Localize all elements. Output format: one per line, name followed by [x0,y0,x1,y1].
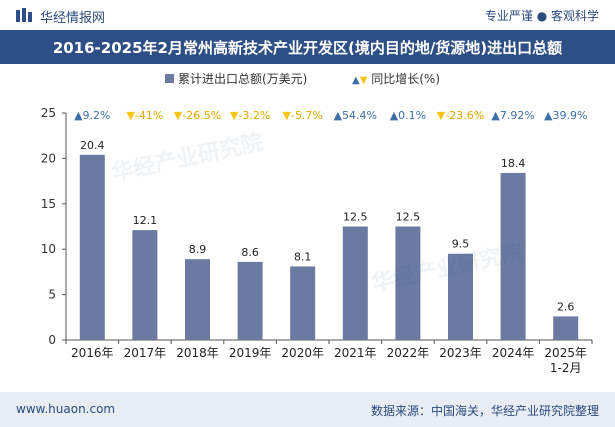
growth-label: ▼-26.5% [174,109,221,122]
growth-label: ▼-5.7% [283,109,323,122]
bar [290,266,316,340]
triangle-up-icon: ▲ [544,109,553,122]
growth-label: ▲9.2% [74,109,110,122]
bar [448,253,473,340]
data-label: 2.6 [557,300,575,313]
data-label: 8.9 [189,243,207,256]
x-tick-label: 1-2月 [550,361,582,375]
triangle-up-icon: ▲ [334,109,343,122]
legend: 累计进出口总额(万美元) ▲▼ 同比增长(%) [0,70,615,90]
growth-value: 7.92% [500,109,535,122]
growth-value: 39.9% [552,109,587,122]
data-label: 20.4 [80,139,105,152]
logo-icon [16,8,32,22]
growth-value: 0.1% [398,109,426,122]
triangle-up-icon: ▲ [390,109,399,122]
x-tick-label: 2023年 [439,346,482,360]
data-label: 12.5 [343,211,368,224]
growth-label: ▼-3.2% [230,109,270,122]
bar-chart: 051015202520.42016年▲9.2%12.12017年▼-41%8.… [41,106,593,375]
y-tick-label: 0 [48,333,56,347]
chart-title: 2016-2025年2月常州高新技术产业开发区(境内目的地/货源地)进出口总额 [52,39,563,57]
bar [395,226,421,340]
growth-value: 9.2% [83,109,111,122]
footer-source: 数据来源：中国海关，华经产业研究院整理 [370,404,599,418]
growth-label: ▲39.9% [544,109,587,122]
data-label: 8.6 [241,246,259,259]
bar [500,172,526,340]
title-bar: 2016-2025年2月常州高新技术产业开发区(境内目的地/货源地)进出口总额 [0,30,615,64]
y-tick-label: 25 [41,106,56,120]
triangle-down-icon: ▼ [437,109,446,122]
footer: www.huaon.com 数据来源：中国海关，华经产业研究院整理 [0,392,615,427]
top-bar: 华经情报网 专业严谨 ● 客观科学 [0,0,615,30]
legend-swatch-bar [165,74,174,83]
growth-value: -23.6% [445,109,484,122]
legend-label-growth: 同比增长(%) [371,72,441,86]
triangle-down-icon: ▼ [283,109,292,122]
data-label: 12.5 [396,211,421,224]
data-label: 9.5 [452,238,470,251]
slogan: 专业严谨 ● 客观科学 [484,9,599,23]
x-tick-label: 2018年 [176,346,219,360]
x-tick-label: 2016年 [71,346,114,360]
growth-label: ▲0.1% [390,109,426,122]
y-tick-label: 5 [48,288,56,302]
data-label: 8.1 [294,250,312,263]
x-tick-label: 2024年 [492,346,535,360]
y-tick-label: 15 [41,197,56,211]
bar [132,230,158,340]
growth-label: ▼-23.6% [437,109,484,122]
y-tick-label: 20 [41,151,56,165]
y-tick-label: 10 [41,242,56,256]
triangle-up-icon: ▲ [491,109,500,122]
legend-label-total: 累计进出口总额(万美元) [178,72,308,86]
x-tick-label: 2017年 [124,346,167,360]
triangle-down-icon: ▼ [359,75,368,86]
x-tick-label: 2025年 [544,346,587,360]
triangle-up-icon: ▲ [352,75,360,86]
x-tick-label: 2022年 [387,346,430,360]
site-name: 华经情报网 [40,11,106,26]
x-tick-label: 2020年 [281,346,324,360]
growth-label: ▲54.4% [334,109,377,122]
growth-value: 54.4% [342,109,377,122]
legend-item-total: 累计进出口总额(万美元) [165,70,307,87]
data-label: 12.1 [133,214,158,227]
growth-value: -41% [135,109,163,122]
growth-value: -26.5% [182,109,221,122]
x-tick-label: 2021年 [334,346,377,360]
triangle-down-icon: ▼ [230,109,239,122]
data-label: 18.4 [501,157,526,170]
growth-label: ▼-41% [126,109,163,122]
triangle-down-icon: ▼ [174,109,183,122]
triangle-down-icon: ▼ [126,109,135,122]
growth-value: -3.2% [238,109,270,122]
bar [79,154,105,340]
legend-item-growth: ▲▼ 同比增长(%) [352,70,440,87]
triangle-up-icon: ▲ [74,109,83,122]
x-tick-label: 2019年 [229,346,272,360]
bar [553,316,579,340]
bar [185,259,210,340]
growth-label: ▲7.92% [491,109,534,122]
footer-website: www.huaon.com [16,402,116,416]
growth-value: -5.7% [291,109,323,122]
bar [237,261,263,340]
bar [342,226,368,340]
